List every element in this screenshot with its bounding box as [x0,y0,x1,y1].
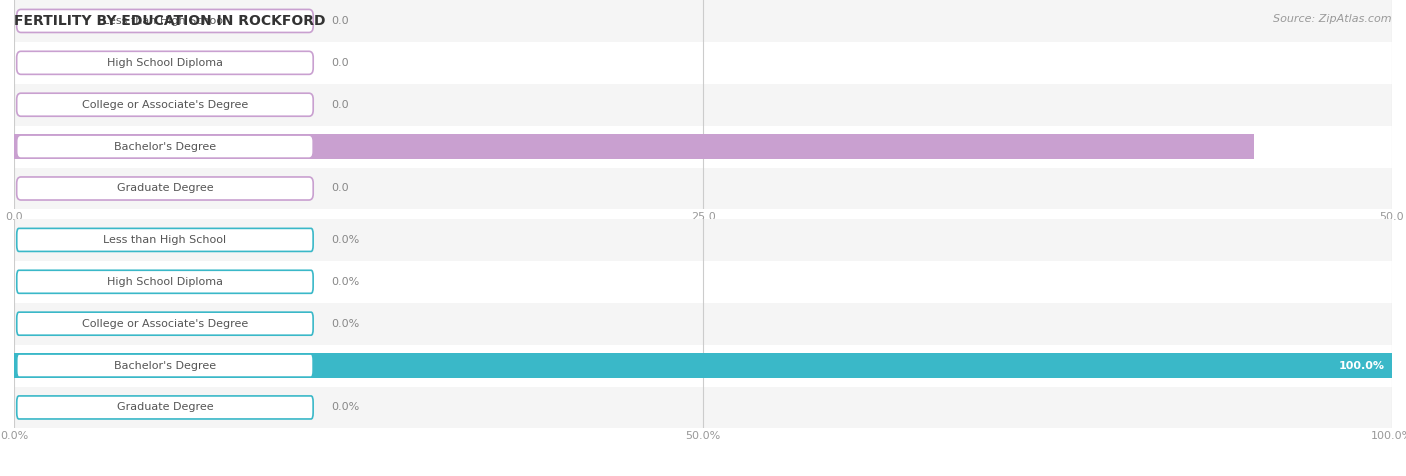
Text: College or Associate's Degree: College or Associate's Degree [82,318,247,329]
FancyBboxPatch shape [17,354,314,377]
FancyBboxPatch shape [17,228,314,251]
Text: FERTILITY BY EDUCATION IN ROCKFORD: FERTILITY BY EDUCATION IN ROCKFORD [14,14,326,28]
Text: Less than High School: Less than High School [104,16,226,26]
Text: Graduate Degree: Graduate Degree [117,183,214,194]
Bar [14,42,1392,84]
Bar [14,387,1392,428]
Text: Bachelor's Degree: Bachelor's Degree [114,141,217,152]
Text: Graduate Degree: Graduate Degree [117,402,214,413]
FancyBboxPatch shape [17,270,314,293]
Text: 100.0%: 100.0% [1339,360,1385,371]
Text: College or Associate's Degree: College or Associate's Degree [82,99,247,110]
Bar [14,134,1254,159]
Bar [14,345,1392,387]
Bar [14,168,1392,209]
FancyBboxPatch shape [17,396,314,419]
Text: Source: ZipAtlas.com: Source: ZipAtlas.com [1274,14,1392,24]
FancyBboxPatch shape [17,312,314,335]
Bar [14,126,1392,168]
Text: 45.0: 45.0 [1358,141,1385,152]
Bar [14,219,1392,261]
Text: 0.0: 0.0 [330,58,349,68]
FancyBboxPatch shape [17,51,314,74]
FancyBboxPatch shape [17,177,314,200]
Text: Bachelor's Degree: Bachelor's Degree [114,360,217,371]
Bar [14,84,1392,126]
Text: 0.0: 0.0 [330,16,349,26]
Bar [14,353,1392,378]
Text: High School Diploma: High School Diploma [107,58,224,68]
Text: High School Diploma: High School Diploma [107,277,224,287]
Text: 0.0%: 0.0% [330,277,359,287]
Text: 0.0%: 0.0% [330,318,359,329]
Text: 0.0%: 0.0% [330,402,359,413]
Text: 0.0%: 0.0% [330,235,359,245]
FancyBboxPatch shape [17,135,314,158]
Bar [14,0,1392,42]
Text: 0.0: 0.0 [330,99,349,110]
Bar [14,261,1392,303]
Bar [14,303,1392,345]
FancyBboxPatch shape [17,93,314,116]
Text: 0.0: 0.0 [330,183,349,194]
FancyBboxPatch shape [17,10,314,32]
Text: Less than High School: Less than High School [104,235,226,245]
